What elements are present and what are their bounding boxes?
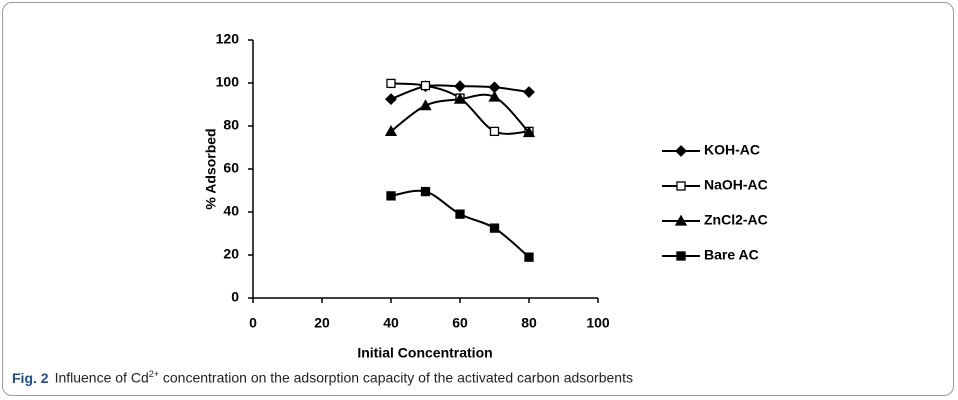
data-point [489, 223, 500, 233]
legend-marker [676, 181, 686, 191]
y-tick-label: 100 [216, 74, 240, 90]
legend-marker [676, 251, 686, 261]
data-point [524, 252, 534, 262]
legend-label: NaOH-AC [704, 177, 768, 193]
caption-text: Influence of Cd [54, 369, 149, 386]
data-point [489, 126, 500, 137]
caption: Fig. 2 Influence of Cd2+ concentration on… [12, 369, 633, 386]
data-point [384, 125, 398, 137]
data-point [523, 86, 535, 98]
x-tick-label: 100 [586, 315, 610, 331]
data-point [488, 90, 501, 102]
x-tick-label: 40 [383, 315, 399, 331]
data-point [420, 80, 431, 91]
series-line [390, 189, 530, 258]
data-point [385, 93, 397, 106]
data-point [455, 209, 465, 219]
figure-frame [2, 2, 954, 396]
y-axis-title: % Adsorbed [203, 128, 219, 209]
data-point [454, 80, 466, 93]
y-tick-label: 0 [231, 289, 239, 305]
x-tick-label: 60 [452, 315, 468, 331]
legend-label: KOH-AC [704, 142, 760, 158]
x-tick-label: 20 [314, 315, 330, 331]
x-tick-label: 0 [249, 315, 257, 331]
legend-marker [675, 145, 687, 157]
y-tick-label: 20 [223, 246, 239, 262]
y-tick-label: 120 [216, 31, 240, 47]
x-axis-title: Initial Concentration [357, 345, 492, 361]
legend-label: Bare AC [704, 247, 759, 263]
y-tick-label: 60 [223, 160, 239, 176]
data-point [453, 92, 467, 104]
y-tick-label: 40 [223, 203, 239, 219]
data-point [386, 191, 396, 201]
y-tick-label: 80 [223, 117, 239, 133]
caption-label: Fig. 2 [12, 369, 49, 386]
caption-superscript: 2+ [148, 369, 159, 379]
data-point [522, 126, 536, 138]
x-tick-label: 80 [521, 315, 537, 331]
legend-label: ZnCl2-AC [704, 212, 768, 228]
data-point [419, 99, 432, 111]
data-point [386, 78, 396, 89]
legend-marker [674, 214, 688, 226]
data-point [420, 186, 431, 197]
caption-text: concentration on the adsorption capacity… [162, 369, 633, 386]
